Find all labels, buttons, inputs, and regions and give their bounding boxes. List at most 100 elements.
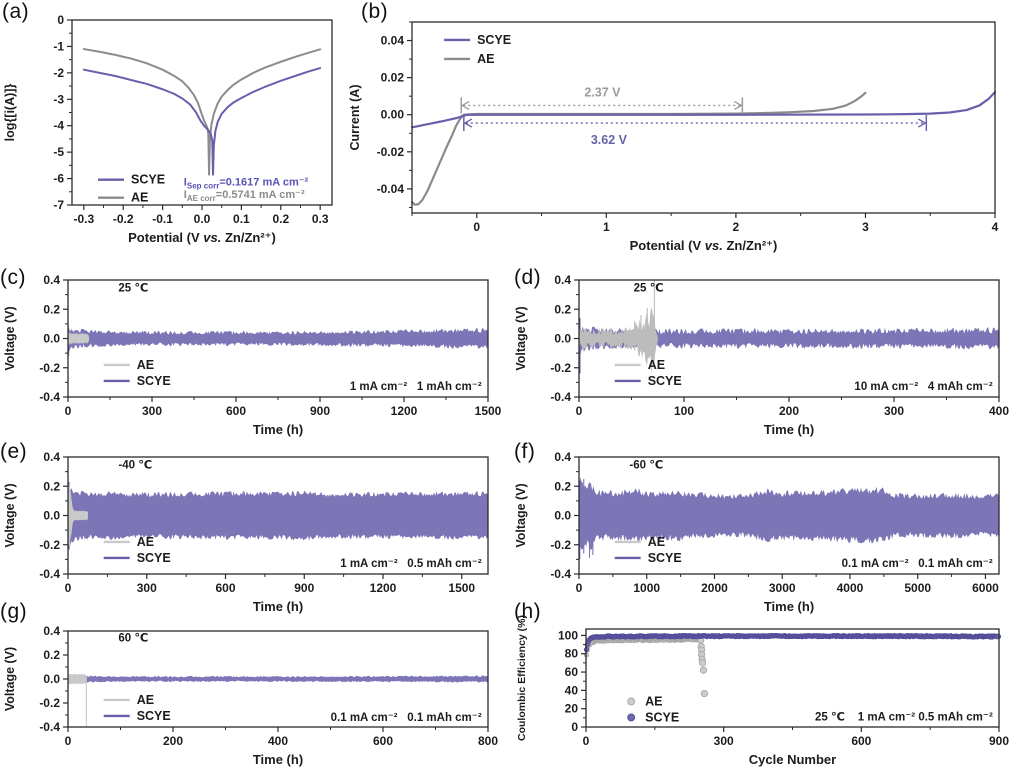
panel-g-label: (g) — [0, 600, 28, 623]
svg-text:100: 100 — [558, 628, 578, 642]
panel-d-label: (d) — [514, 266, 542, 289]
svg-text:300: 300 — [137, 581, 157, 595]
svg-text:0.4: 0.4 — [43, 624, 60, 638]
panel-h-label: (h) — [514, 600, 542, 623]
svg-text:25 ℃: 25 ℃ — [118, 283, 148, 295]
svg-text:Voltage (V): Voltage (V) — [3, 647, 17, 711]
svg-text:400: 400 — [989, 404, 1009, 418]
svg-text:600: 600 — [226, 404, 246, 418]
svg-text:0: 0 — [57, 13, 64, 27]
svg-text:-0.2: -0.2 — [39, 538, 60, 552]
svg-text:AE: AE — [131, 191, 148, 205]
svg-text:Time (h): Time (h) — [764, 599, 814, 614]
svg-text:3: 3 — [862, 220, 869, 234]
panel-d-chart: 0 100 200 300 400 0.4 0.2 0.0 -0.2 -0.4 Time (h) Vo… — [514, 273, 1009, 437]
svg-text:0.0: 0.0 — [43, 509, 60, 523]
svg-text:0.0: 0.0 — [194, 212, 211, 226]
svg-text:Time (h): Time (h) — [253, 752, 303, 767]
svg-text:1: 1 — [603, 220, 610, 234]
svg-text:-2: -2 — [53, 66, 64, 80]
svg-text:80: 80 — [565, 647, 579, 661]
svg-text:0.0: 0.0 — [554, 332, 571, 346]
svg-text:-3: -3 — [53, 92, 64, 106]
svg-text:1 mA cm⁻² 0.5 mAh cm⁻²: 1 mA cm⁻² 0.5 mAh cm⁻² — [340, 558, 482, 570]
svg-text:600: 600 — [373, 734, 393, 748]
svg-text:0.2: 0.2 — [43, 302, 60, 316]
svg-text:0.4: 0.4 — [554, 273, 571, 287]
svg-text:0: 0 — [65, 581, 72, 595]
svg-text:Coulombic Efficiency (%): Coulombic Efficiency (%) — [516, 615, 528, 741]
svg-text:ISep corr=0.1617 mA cm⁻²: ISep corr=0.1617 mA cm⁻² — [184, 177, 309, 191]
svg-text:300: 300 — [142, 404, 162, 418]
svg-text:0.2: 0.2 — [554, 302, 571, 316]
svg-text:2: 2 — [733, 220, 740, 234]
svg-text:IAE corr=0.5741 mA cm⁻²: IAE corr=0.5741 mA cm⁻² — [184, 189, 305, 203]
svg-text:2000: 2000 — [701, 581, 728, 595]
svg-text:-0.02: -0.02 — [377, 145, 405, 159]
svg-text:1 mA cm⁻² 1 mAh cm⁻²: 1 mA cm⁻² 1 mAh cm⁻² — [350, 381, 482, 393]
panel-c-label: (c) — [0, 266, 26, 289]
panel-b: (b) 2.37 V 3.62 V 0 1 2 3 4 0.04 0.02 0.00 -0.02 -0… — [345, 0, 1022, 260]
svg-text:0.4: 0.4 — [554, 450, 571, 464]
svg-text:-0.4: -0.4 — [39, 567, 60, 581]
svg-text:-4: -4 — [53, 119, 64, 133]
svg-text:0: 0 — [571, 720, 578, 734]
svg-text:0: 0 — [583, 734, 590, 748]
panel-b-chart: 2.37 V 3.62 V 0 1 2 3 4 0.04 0.02 0.00 -0.02 -0.04 P… — [348, 21, 999, 253]
svg-text:Time (h): Time (h) — [253, 599, 303, 614]
svg-text:SCYE: SCYE — [645, 710, 679, 724]
svg-text:0.0: 0.0 — [43, 672, 60, 686]
svg-text:0.04: 0.04 — [381, 34, 405, 48]
panel-a-label: (a) — [2, 0, 30, 23]
svg-text:0.4: 0.4 — [43, 450, 60, 464]
panel-g: (g) 0 200 400 600 800 0.4 0.2 0.0 -0.2 -0.4 Time (… — [0, 600, 511, 770]
svg-text:400: 400 — [268, 734, 288, 748]
svg-text:0.1: 0.1 — [233, 212, 250, 226]
svg-text:20: 20 — [565, 702, 579, 716]
svg-text:SCYE: SCYE — [137, 551, 171, 565]
svg-text:Potential (V vs. Zn/Zn²⁺): Potential (V vs. Zn/Zn²⁺) — [128, 230, 276, 245]
svg-text:-40 ℃: -40 ℃ — [118, 460, 152, 472]
svg-text:-0.3: -0.3 — [73, 212, 94, 226]
panel-c: (c) 0 300 600 900 1200 1500 0.4 0.2 0.0 -0.2 -0.4 T… — [0, 260, 511, 440]
svg-text:300: 300 — [714, 734, 734, 748]
svg-text:60: 60 — [565, 665, 579, 679]
svg-text:0.0: 0.0 — [554, 509, 571, 523]
svg-text:0.2: 0.2 — [554, 479, 571, 493]
svg-text:3.62 V: 3.62 V — [591, 133, 628, 147]
svg-text:0.00: 0.00 — [381, 108, 405, 122]
panel-e: (e) 0 300 600 900 1200 1500 0.4 0.2 0.0 -0.2 -0.4 T… — [0, 440, 511, 617]
svg-text:900: 900 — [294, 581, 314, 595]
svg-text:log{[i(A)]}: log{[i(A)]} — [3, 84, 17, 142]
svg-text:0.2: 0.2 — [43, 479, 60, 493]
svg-text:4000: 4000 — [837, 581, 864, 595]
panel-f-chart: 0 1000 2000 3000 4000 5000 6000 0.4 0.2 0.0 -0.2 -0… — [514, 450, 1000, 614]
svg-text:0.2: 0.2 — [272, 212, 289, 226]
panel-g-chart: 0 200 400 600 800 0.4 0.2 0.0 -0.2 -0.4 Time (h) Vo… — [3, 624, 498, 767]
svg-text:0.3: 0.3 — [312, 212, 329, 226]
svg-text:-0.2: -0.2 — [39, 361, 60, 375]
svg-text:Voltage (V): Voltage (V) — [514, 306, 528, 370]
svg-text:800: 800 — [478, 734, 498, 748]
panel-d: (d) 0 100 200 300 400 0.4 0.2 0.0 -0.2 -0.4 Time (… — [511, 260, 1022, 440]
svg-text:0.2: 0.2 — [43, 648, 60, 662]
svg-text:3000: 3000 — [769, 581, 796, 595]
svg-text:10 mA cm⁻² 4 mAh cm⁻²: 10 mA cm⁻² 4 mAh cm⁻² — [854, 381, 992, 393]
svg-text:-0.2: -0.2 — [550, 538, 571, 552]
svg-text:1500: 1500 — [475, 404, 502, 418]
svg-text:-60 ℃: -60 ℃ — [629, 460, 663, 472]
svg-text:Voltage (V): Voltage (V) — [3, 483, 17, 547]
svg-text:-0.4: -0.4 — [550, 567, 571, 581]
svg-text:0: 0 — [576, 581, 583, 595]
svg-text:AE: AE — [137, 535, 154, 549]
svg-text:SCYE: SCYE — [137, 709, 171, 723]
svg-text:SCYE: SCYE — [648, 551, 682, 565]
svg-text:600: 600 — [215, 581, 235, 595]
svg-text:AE: AE — [648, 358, 665, 372]
svg-text:2.37 V: 2.37 V — [584, 85, 621, 99]
svg-text:200: 200 — [779, 404, 799, 418]
svg-text:AE: AE — [137, 358, 154, 372]
svg-text:0: 0 — [576, 404, 583, 418]
svg-text:6000: 6000 — [972, 581, 999, 595]
